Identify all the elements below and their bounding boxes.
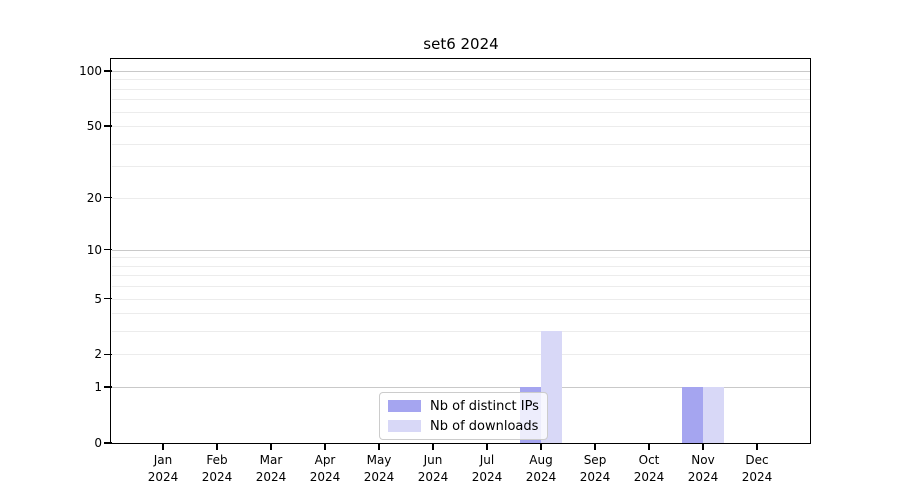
x-tick-label-aug-2024: Aug 2024 (525, 453, 557, 484)
x-tick-label-jan-2024: Jan 2024 (147, 453, 179, 484)
legend-swatch-distinct-ips (388, 400, 421, 412)
y-tick-label-0: 0 (94, 436, 102, 450)
x-tick-label-sep-2024: Sep 2024 (579, 453, 611, 484)
x-tick-jun-2024 (432, 444, 434, 450)
y-tick-100 (104, 70, 112, 72)
y-gridline-9 (112, 257, 810, 259)
legend-item-distinct-ips: Nb of distinct IPs (388, 397, 539, 415)
x-tick-jan-2024 (162, 444, 164, 450)
x-tick-label-feb-2024: Feb 2024 (201, 453, 233, 484)
y-tick-2 (104, 353, 112, 356)
y-gridline-10 (112, 249, 810, 251)
y-gridline-50 (112, 126, 810, 128)
y-gridline-5 (112, 298, 810, 300)
x-tick-dec-2024 (756, 444, 758, 450)
x-tick-may-2024 (378, 444, 380, 450)
legend: Nb of distinct IPs Nb of downloads (379, 392, 548, 440)
legend-item-downloads: Nb of downloads (388, 417, 539, 435)
y-gridline-3 (112, 331, 810, 333)
y-gridline-8 (112, 265, 810, 267)
x-tick-oct-2024 (648, 444, 650, 450)
y-gridline-1 (112, 387, 810, 389)
x-tick-label-apr-2024: Apr 2024 (309, 453, 341, 484)
plot-area: Nb of distinct IPs Nb of downloads (112, 60, 810, 443)
x-tick-label-may-2024: May 2024 (363, 453, 395, 484)
y-tick-label-10: 10 (86, 242, 102, 257)
x-tick-feb-2024 (216, 444, 218, 450)
x-tick-label-nov-2024: Nov 2024 (687, 453, 719, 484)
x-tick-sep-2024 (594, 444, 596, 450)
y-gridline-40 (112, 143, 810, 145)
legend-label-distinct-ips: Nb of distinct IPs (430, 398, 539, 414)
y-tick-label-50: 50 (86, 119, 102, 134)
y-gridline-30 (112, 166, 810, 168)
y-tick-10 (104, 248, 112, 251)
y-tick-0 (104, 442, 112, 444)
x-tick-label-jul-2024: Jul 2024 (471, 453, 503, 484)
x-tick-apr-2024 (324, 444, 326, 450)
y-tick-label-100: 100 (79, 63, 102, 78)
legend-label-downloads: Nb of downloads (430, 418, 539, 434)
y-tick-20 (104, 196, 112, 199)
y-tick-label-5: 5 (94, 291, 102, 306)
x-tick-jul-2024 (486, 444, 488, 450)
bar-nb-of-distinct-ips-nov-2024 (682, 387, 703, 443)
x-tick-mar-2024 (270, 444, 272, 450)
x-tick-label-dec-2024: Dec 2024 (741, 453, 773, 484)
y-tick-50 (104, 125, 112, 127)
y-gridline-100 (112, 70, 810, 72)
y-gridline-20 (112, 197, 810, 199)
y-tick-5 (104, 297, 112, 300)
y-gridline-70 (112, 99, 810, 101)
x-tick-nov-2024 (702, 444, 704, 450)
y-tick-label-1: 1 (94, 380, 102, 395)
x-tick-aug-2024 (540, 444, 542, 450)
y-gridline-4 (112, 313, 810, 315)
y-gridline-90 (112, 79, 810, 81)
y-tick-label-20: 20 (86, 190, 102, 205)
y-gridline-80 (112, 88, 810, 90)
y-gridline-60 (112, 111, 810, 113)
y-gridline-6 (112, 286, 810, 288)
y-gridline-2 (112, 354, 810, 356)
y-tick-1 (104, 386, 112, 388)
x-tick-label-jun-2024: Jun 2024 (417, 453, 449, 484)
y-gridline-7 (112, 275, 810, 277)
x-tick-label-mar-2024: Mar 2024 (255, 453, 287, 484)
chart-title: set6 2024 (423, 35, 499, 53)
x-tick-label-oct-2024: Oct 2024 (633, 453, 665, 484)
y-tick-label-2: 2 (94, 347, 102, 362)
bar-nb-of-downloads-nov-2024 (703, 387, 724, 443)
legend-swatch-downloads (388, 420, 421, 432)
